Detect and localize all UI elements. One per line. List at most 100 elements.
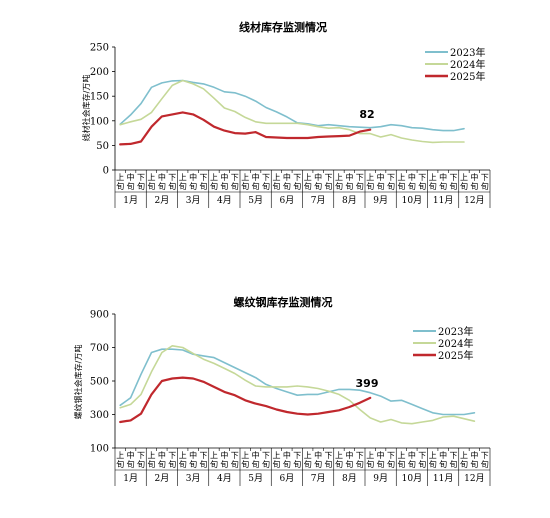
month-label: 5月: [248, 195, 263, 206]
month-label: 9月: [373, 473, 388, 484]
month-label: 10月: [402, 195, 422, 206]
chart-title: 线材库存监测情况: [239, 20, 327, 34]
x-tick-label: 上旬: [304, 173, 312, 191]
x-axis: 上旬中旬下旬上旬中旬下旬上旬中旬下旬上旬中旬下旬上旬中旬下旬上旬中旬下旬上旬中旬…: [114, 447, 491, 486]
x-tick-label: 中旬: [345, 450, 353, 469]
x-tick-label: 下旬: [200, 451, 208, 469]
x-tick-label: 上旬: [147, 451, 155, 469]
x-tick-label: 上旬: [460, 451, 468, 469]
month-label: 3月: [186, 195, 201, 206]
y-tick-label: 700: [90, 343, 109, 354]
x-tick-label: 中旬: [345, 172, 353, 191]
x-tick-label: 上旬: [179, 173, 187, 191]
y-tick-label: 250: [90, 43, 109, 54]
x-tick-label: 下旬: [481, 451, 489, 469]
y-tick-label: 0: [103, 166, 109, 177]
x-tick-label: 中旬: [189, 172, 197, 191]
y-tick-label: 100: [90, 444, 109, 455]
x-tick-label: 下旬: [168, 451, 176, 469]
x-tick-label: 下旬: [450, 173, 458, 191]
x-tick-label: 下旬: [200, 173, 208, 191]
chart-title: 螺纹钢库存监测情况: [234, 295, 333, 309]
x-tick-label: 上旬: [210, 173, 218, 191]
x-tick-label: 上旬: [397, 451, 405, 469]
series-line-2024: [119, 79, 465, 144]
x-tick-label: 上旬: [116, 451, 124, 469]
x-tick-label: 下旬: [325, 173, 333, 191]
x-tick-label: 上旬: [272, 451, 280, 469]
x-tick-label: 下旬: [356, 173, 364, 191]
month-label: 6月: [280, 473, 295, 484]
month-label: 5月: [248, 473, 263, 484]
month-label: 8月: [342, 195, 357, 206]
month-label: 1月: [123, 195, 138, 206]
x-tick-label: 下旬: [418, 451, 426, 469]
month-label: 11月: [433, 473, 453, 484]
x-tick-label: 中旬: [408, 450, 416, 469]
month-label: 10月: [402, 473, 422, 484]
x-tick-label: 中旬: [439, 172, 447, 191]
x-tick-label: 下旬: [325, 451, 333, 469]
series-line-2023: [119, 79, 465, 132]
y-tick-label: 500: [90, 377, 109, 388]
month-label: 12月: [464, 473, 484, 484]
x-tick-label: 中旬: [314, 450, 322, 469]
y-axis: 0 50 100 150 200 250 线材社会库存/万吨: [81, 43, 116, 177]
x-tick-label: 下旬: [168, 173, 176, 191]
y-axis-label: 线材社会库存/万吨: [81, 75, 91, 142]
month-label: 1月: [123, 473, 138, 484]
series-line-2025: [119, 111, 372, 146]
y-tick-label: 900: [90, 310, 109, 321]
x-tick-label: 下旬: [262, 173, 270, 191]
month-label: 7月: [311, 473, 326, 484]
x-tick-label: 中旬: [158, 450, 166, 469]
x-tick-label: 上旬: [429, 451, 437, 469]
annotation-label: 399: [356, 377, 379, 390]
legend-label-2024: 2024年: [450, 58, 485, 71]
x-tick-label: 上旬: [366, 173, 374, 191]
x-tick-label: 中旬: [283, 450, 291, 469]
series-line-2025: [119, 376, 372, 424]
x-tick-label: 中旬: [158, 172, 166, 191]
legend-label-2023: 2023年: [438, 325, 473, 338]
month-label: 7月: [311, 195, 326, 206]
month-label: 4月: [217, 473, 232, 484]
x-tick-label: 上旬: [397, 173, 405, 191]
series-line-2024: [119, 344, 476, 425]
x-tick-label: 下旬: [481, 173, 489, 191]
y-tick-label: 300: [90, 410, 109, 421]
x-tick-label: 下旬: [450, 451, 458, 469]
x-tick-label: 下旬: [231, 451, 239, 469]
y-tick-label: 150: [90, 92, 109, 103]
x-tick-label: 上旬: [335, 173, 343, 191]
x-tick-label: 中旬: [220, 172, 228, 191]
legend: 2023年 2024年 2025年: [425, 46, 485, 83]
x-tick-label: 下旬: [137, 451, 145, 469]
x-tick-label: 中旬: [252, 172, 260, 191]
x-tick-label: 中旬: [189, 450, 197, 469]
x-tick-label: 中旬: [377, 172, 385, 191]
month-label: 2月: [155, 473, 170, 484]
x-tick-label: 下旬: [137, 173, 145, 191]
x-tick-label: 上旬: [335, 451, 343, 469]
legend-label-2023: 2023年: [450, 46, 485, 59]
x-tick-label: 中旬: [314, 172, 322, 191]
month-label: 8月: [342, 473, 357, 484]
x-axis: 上旬中旬下旬上旬中旬下旬上旬中旬下旬上旬中旬下旬上旬中旬下旬上旬中旬下旬上旬中旬…: [114, 169, 491, 208]
x-tick-label: 中旬: [283, 172, 291, 191]
y-tick-label: 50: [96, 141, 109, 152]
x-tick-label: 下旬: [231, 173, 239, 191]
x-tick-label: 上旬: [147, 173, 155, 191]
x-tick-label: 上旬: [304, 451, 312, 469]
month-label: 3月: [186, 473, 201, 484]
month-label: 6月: [280, 195, 295, 206]
x-tick-label: 上旬: [241, 173, 249, 191]
annotation-label: 82: [359, 108, 374, 121]
x-tick-label: 中旬: [470, 450, 478, 469]
x-tick-label: 上旬: [460, 173, 468, 191]
x-tick-label: 上旬: [272, 173, 280, 191]
x-tick-label: 下旬: [387, 451, 395, 469]
